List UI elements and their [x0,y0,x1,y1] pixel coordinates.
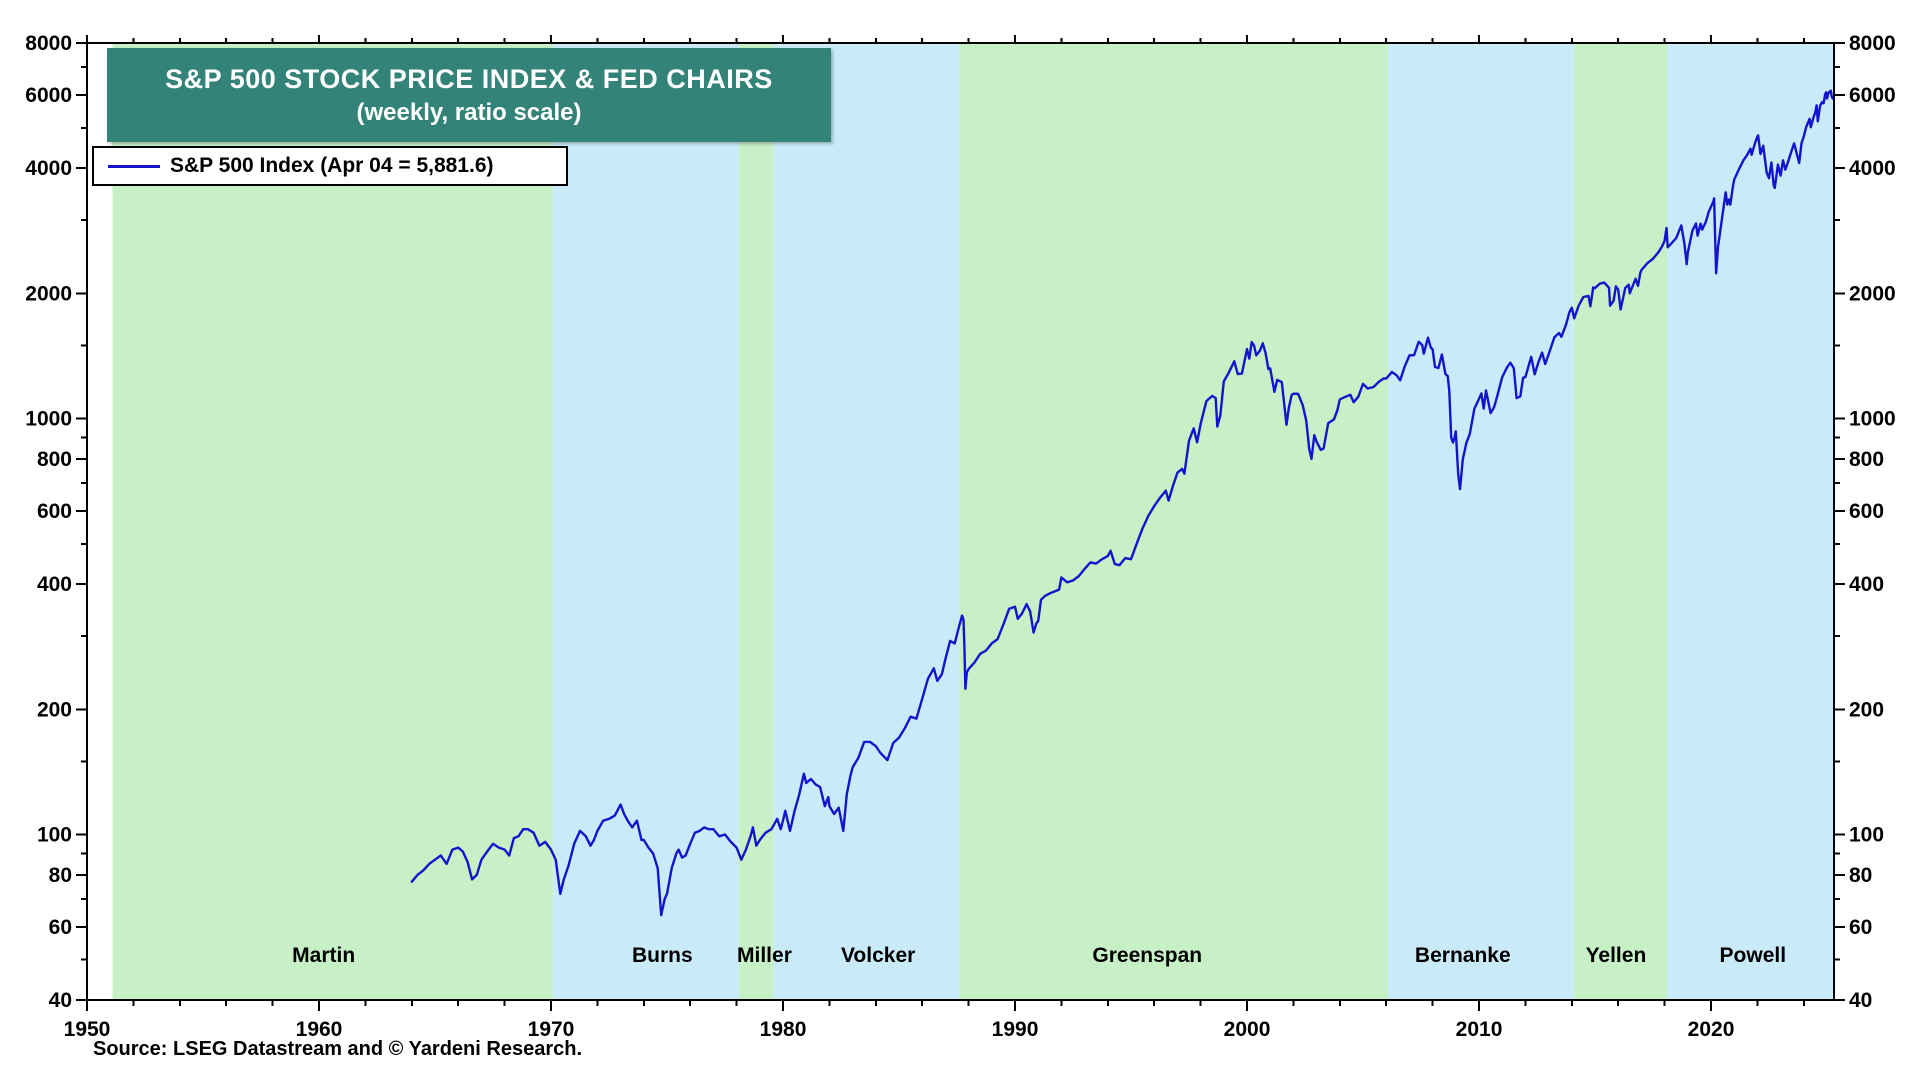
x-axis-label: 1970 [528,1018,575,1041]
y-axis-label-left: 40 [49,989,72,1012]
x-axis-label: 2020 [1688,1018,1735,1041]
sp500-line [410,89,1834,917]
fed-chair-band-volcker [773,43,960,1000]
fed-chair-label-miller: Miller [737,944,792,967]
y-axis-label-right: 40 [1849,989,1872,1012]
legend-series-label: S&P 500 Index (Apr 04 = 5,881.6) [170,154,494,177]
x-axis-label: 2000 [1224,1018,1271,1041]
legend-line-swatch [108,164,160,168]
y-axis-label-right: 8000 [1849,32,1896,55]
y-axis-label-left: 8000 [25,32,72,55]
fed-chair-label-martin: Martin [292,944,355,967]
source-note: Source: LSEG Datastream and © Yardeni Re… [93,1038,583,1060]
fed-chair-label-yellen: Yellen [1586,944,1647,967]
y-axis-label-right: 800 [1849,448,1884,471]
y-axis-label-left: 6000 [25,84,72,107]
y-axis-label-right: 60 [1849,916,1872,939]
y-axis-label-right: 600 [1849,500,1884,523]
x-axis-label: 1980 [760,1018,807,1041]
fed-chair-label-volcker: Volcker [841,944,915,967]
y-axis-label-left: 60 [49,916,72,939]
y-axis-label-left: 80 [49,864,72,887]
y-axis-label-left: 600 [37,500,72,523]
fed-chair-band-miller [738,43,774,1000]
plot-border [85,41,1836,1002]
y-axis-label-right: 100 [1849,823,1884,846]
x-axis-label: 1950 [64,1018,111,1041]
y-axis-label-left: 800 [37,448,72,471]
y-axis-label-left: 200 [37,698,72,721]
y-axis-label-left: 1000 [25,408,72,431]
fed-chair-label-burns: Burns [632,944,693,967]
y-axis-label-right: 200 [1849,698,1884,721]
y-axis-label-right: 1000 [1849,408,1896,431]
y-axis-label-right: 4000 [1849,157,1896,180]
x-axis-label: 1990 [992,1018,1039,1041]
fed-chair-band-bernanke [1388,43,1574,1000]
chart-title-box: S&P 500 STOCK PRICE INDEX & FED CHAIRS (… [107,48,831,142]
chart-title: S&P 500 STOCK PRICE INDEX & FED CHAIRS [165,63,773,94]
y-axis-label-left: 400 [37,573,72,596]
y-axis-label-right: 2000 [1849,282,1896,305]
fed-chair-band-martin [112,43,553,1000]
y-axis-label-left: 100 [37,823,72,846]
y-axis-label-right: 6000 [1849,84,1896,107]
fed-chair-band-burns [552,43,739,1000]
y-axis-label-left: 4000 [25,157,72,180]
fed-chair-label-greenspan: Greenspan [1092,944,1202,967]
fed-chair-label-powell: Powell [1720,944,1787,967]
fed-chair-label-bernanke: Bernanke [1415,944,1511,967]
y-axis-label-right: 400 [1849,573,1884,596]
x-axis-label: 1960 [296,1018,343,1041]
legend-box: S&P 500 Index (Apr 04 = 5,881.6) [92,146,568,186]
y-axis-label-right: 80 [1849,864,1872,887]
fed-chair-band-yellen [1573,43,1667,1000]
x-axis-label: 2010 [1456,1018,1503,1041]
fed-chair-band-powell [1666,43,1834,1000]
fed-chair-band-greenspan [959,43,1389,1000]
y-axis-label-left: 2000 [25,282,72,305]
chart-subtitle: (weekly, ratio scale) [356,98,582,126]
